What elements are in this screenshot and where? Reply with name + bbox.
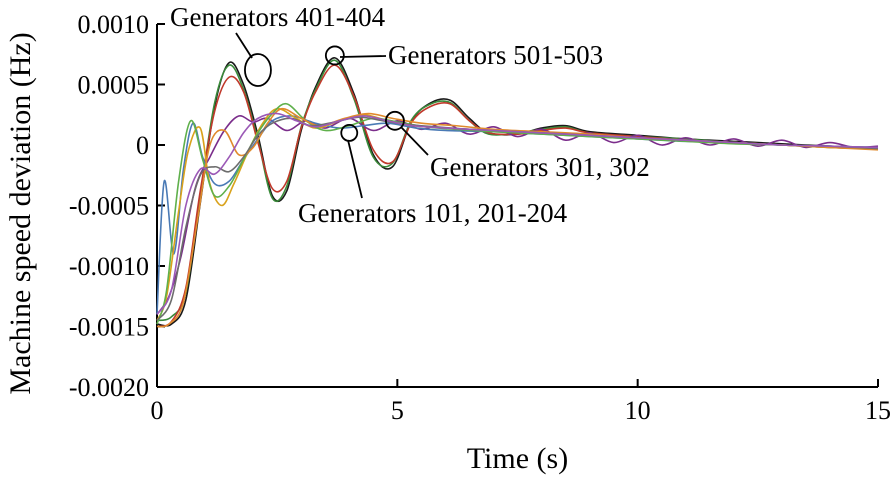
annotation-label: Generators 101, 201-204	[298, 198, 568, 228]
annotation-circle	[324, 45, 345, 66]
x-tick-label: 10	[625, 396, 651, 425]
y-axis-title: Machine speed deviation (Hz)	[4, 32, 37, 394]
y-tick-label: 0	[136, 131, 149, 160]
x-axis-title: Time (s)	[467, 442, 568, 475]
annotation-circle	[385, 110, 405, 131]
y-tick-label: -0.0005	[69, 192, 149, 221]
annotation-circle	[244, 53, 272, 87]
annotation-leader	[339, 55, 387, 58]
annotation-label: Generators 401-404	[170, 2, 386, 32]
y-tick-label: -0.0015	[69, 313, 149, 342]
y-tick-label: -0.0020	[69, 373, 149, 402]
annotation-leader	[400, 126, 429, 156]
series-line-3	[156, 64, 879, 328]
series-line-7	[156, 102, 879, 325]
annotation-label: Generators 301, 302	[430, 152, 650, 182]
series-line-1	[156, 57, 879, 327]
series-line-10	[156, 112, 879, 315]
annotation-circle	[340, 123, 359, 142]
y-tick-label: 0.0010	[78, 10, 150, 39]
x-tick-label: 15	[865, 396, 891, 425]
annotation-leader	[347, 139, 363, 199]
series-line-4	[156, 115, 879, 315]
y-tick-label: 0.0005	[78, 71, 150, 100]
y-tick-label: -0.0010	[69, 252, 149, 281]
x-tick-label: 5	[391, 396, 404, 425]
x-tick-label: 0	[151, 396, 164, 425]
series-lines	[156, 57, 879, 328]
ticks: 0 5 10 15 0.0010 0.0005 0 -0.0005 -0.0010 -0.0015…	[69, 10, 891, 425]
annotation-leader	[235, 32, 253, 59]
series-line-2	[156, 59, 879, 322]
annotation-label: Generators 501-503	[388, 40, 603, 70]
